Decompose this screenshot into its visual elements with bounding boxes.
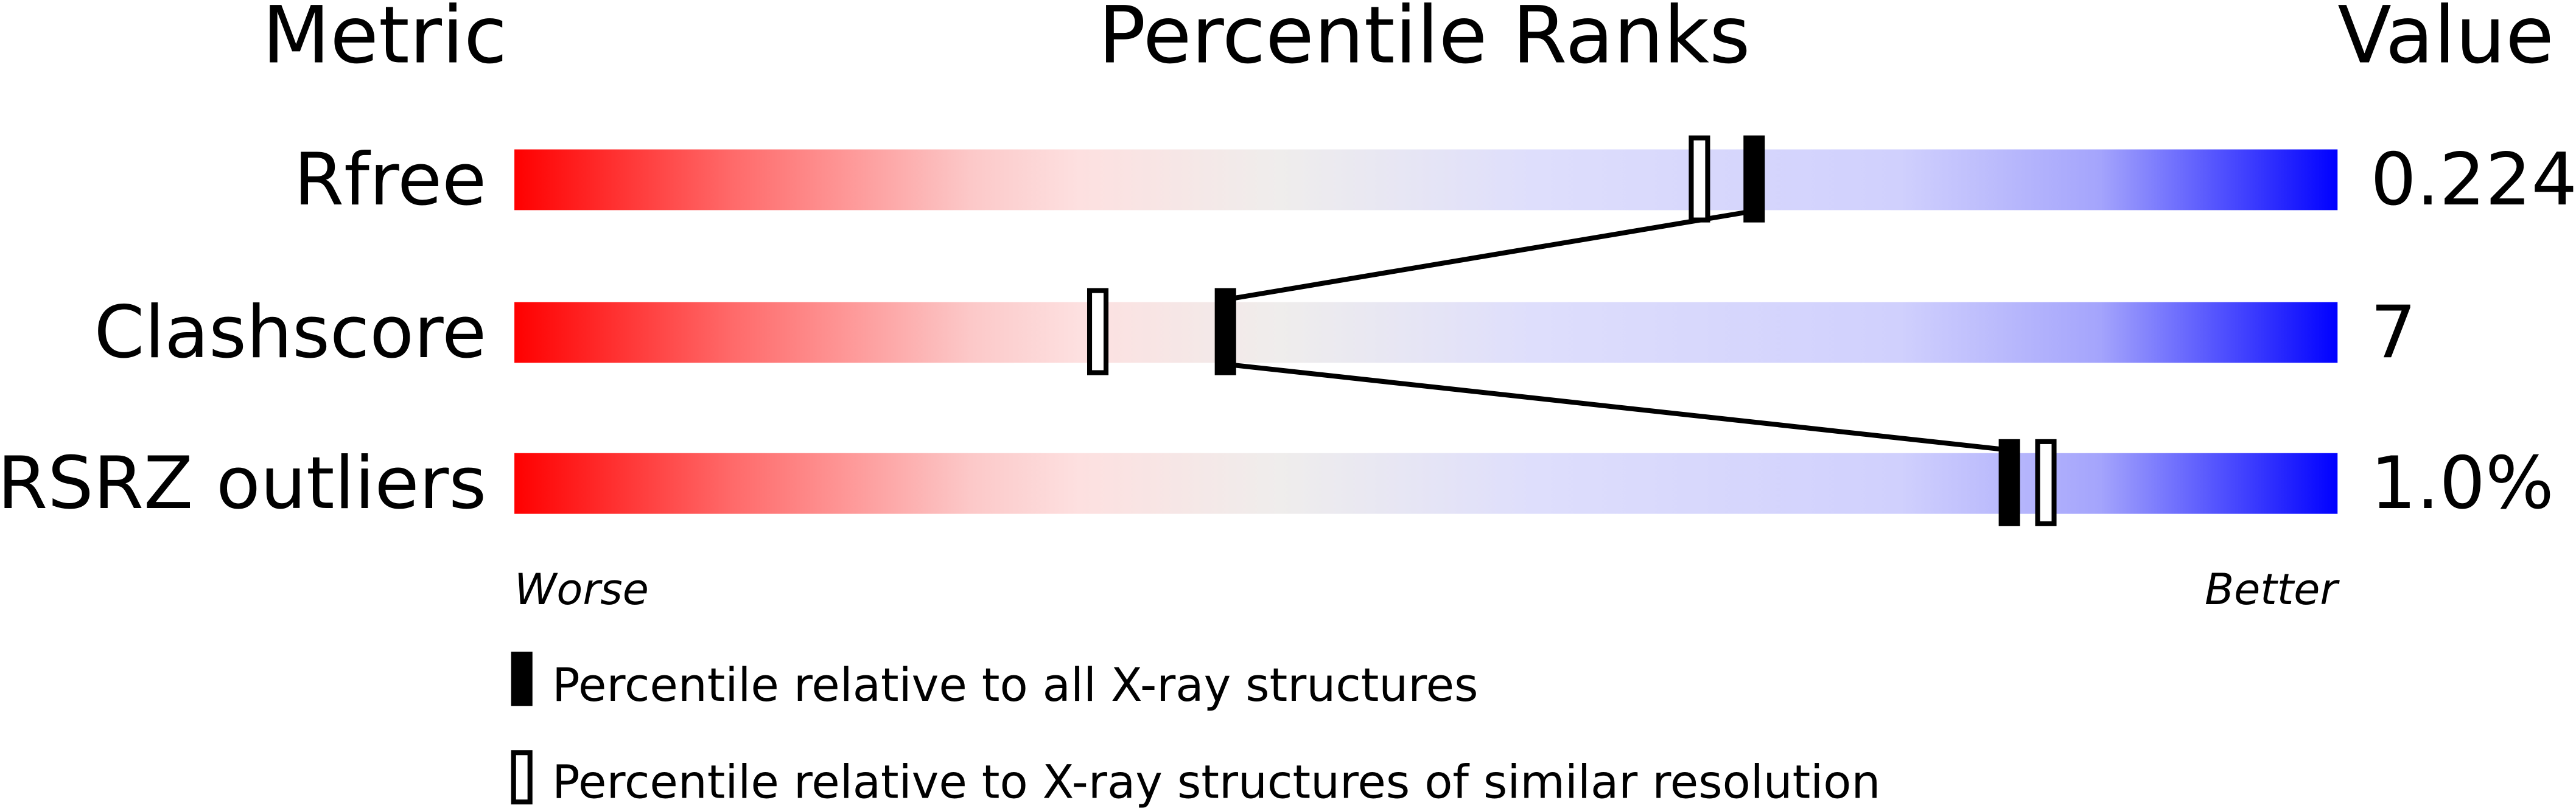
legend-filled-label: Percentile relative to all X-ray structu… bbox=[552, 658, 1478, 712]
value-header: Value bbox=[2337, 0, 2554, 82]
marker-similar-resolution bbox=[1087, 288, 1109, 375]
marker-similar-resolution bbox=[1689, 135, 1710, 223]
legend-open-label: Percentile relative to X-ray structures … bbox=[552, 755, 1880, 809]
connector-line bbox=[1234, 210, 1745, 301]
metric-header: Metric bbox=[262, 0, 508, 82]
connector-line bbox=[1234, 363, 2000, 452]
marker-all-structures bbox=[1743, 135, 1765, 223]
marker-similar-resolution bbox=[2035, 439, 2057, 526]
marker-all-structures bbox=[1214, 288, 1236, 375]
metric-label: RSRZ outliers bbox=[0, 441, 486, 525]
metric-label: Clashscore bbox=[94, 290, 486, 374]
percentile-bar bbox=[514, 302, 2338, 363]
metric-value: 1.0% bbox=[2370, 441, 2554, 525]
better-label: Better bbox=[2205, 565, 2340, 614]
legend-filled-marker bbox=[511, 652, 533, 706]
percentile-bar bbox=[514, 453, 2338, 514]
metric-value: 0.224 bbox=[2370, 137, 2576, 221]
metric-value: 7 bbox=[2370, 290, 2417, 374]
marker-all-structures bbox=[1998, 439, 2020, 526]
percentile-bar bbox=[514, 149, 2338, 211]
worse-label: Worse bbox=[514, 565, 649, 614]
legend-open-marker bbox=[511, 750, 533, 805]
metric-label: Rfree bbox=[294, 137, 487, 221]
chart-title: Percentile Ranks bbox=[1098, 0, 1750, 82]
